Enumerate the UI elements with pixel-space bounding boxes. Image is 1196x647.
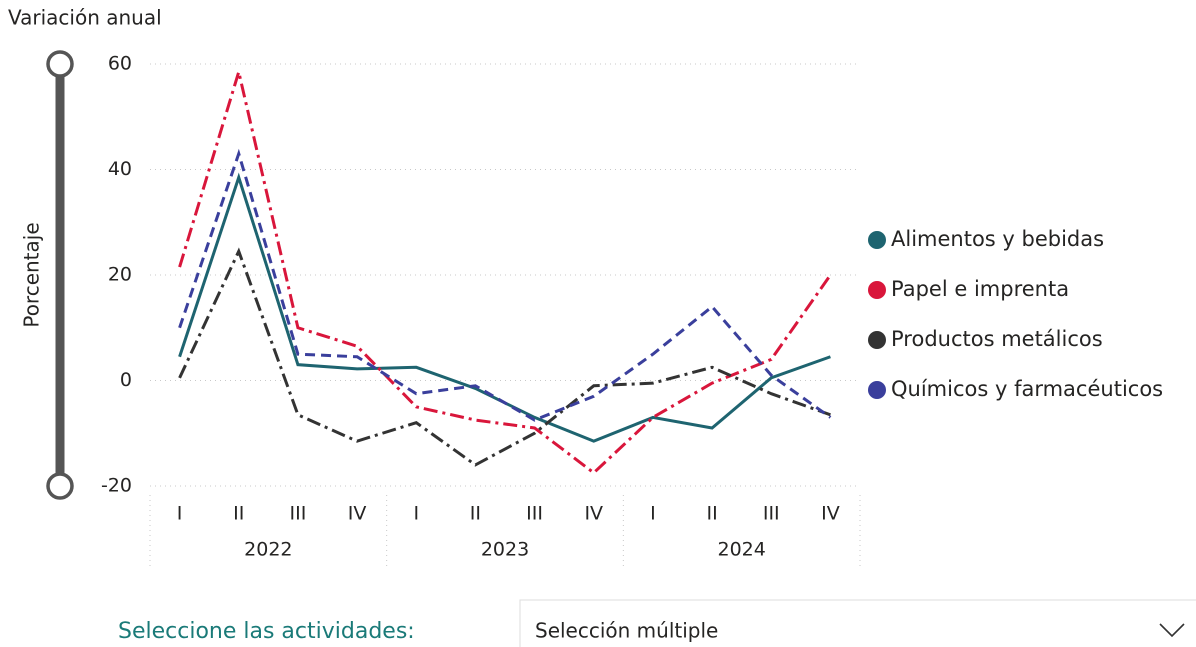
legend-label: Alimentos y bebidas [891,227,1104,251]
x-group-label: 2024 [717,539,765,561]
legend-label: Productos metálicos [891,327,1103,351]
legend-label: Papel e imprenta [891,277,1069,301]
x-group-label: 2023 [481,539,529,561]
y-tick-label: 60 [108,53,132,75]
y-tick-label: 0 [120,369,132,391]
x-tick-label: II [470,503,481,525]
x-tick-label: IV [821,503,840,525]
legend-marker [868,231,886,249]
dropdown-value: Selección múltiple [535,619,718,643]
series-line [178,247,831,467]
y-tick-label: 20 [108,264,132,286]
y-tick-label: 40 [108,158,132,180]
x-tick-label: IV [348,503,367,525]
dropdown[interactable]: Selección múltiple [519,599,1196,647]
y-axis-label: Porcentaje [20,222,44,327]
y-tick-label: -20 [101,475,132,497]
x-tick-label: II [706,503,717,525]
x-tick-label: II [233,503,244,525]
series-line [178,148,832,422]
legend-marker [868,381,886,399]
x-tick-label: IV [584,503,603,525]
x-group-label: 2022 [244,539,292,561]
legend-label: Químicos y farmacéuticos [891,377,1163,401]
slicer-label: Seleccione las actividades: [118,619,415,644]
x-tick-label: III [290,503,307,525]
chart-title: Variación anual [8,6,162,30]
x-tick-label: III [763,503,780,525]
x-tick-label: I [650,503,656,525]
x-tick-label: III [526,503,543,525]
range-slider[interactable] [46,50,74,500]
x-tick-label: I [177,503,183,525]
legend-marker [868,281,886,299]
legend-marker [868,331,886,349]
series-line [178,66,832,475]
x-tick-label: I [413,503,419,525]
